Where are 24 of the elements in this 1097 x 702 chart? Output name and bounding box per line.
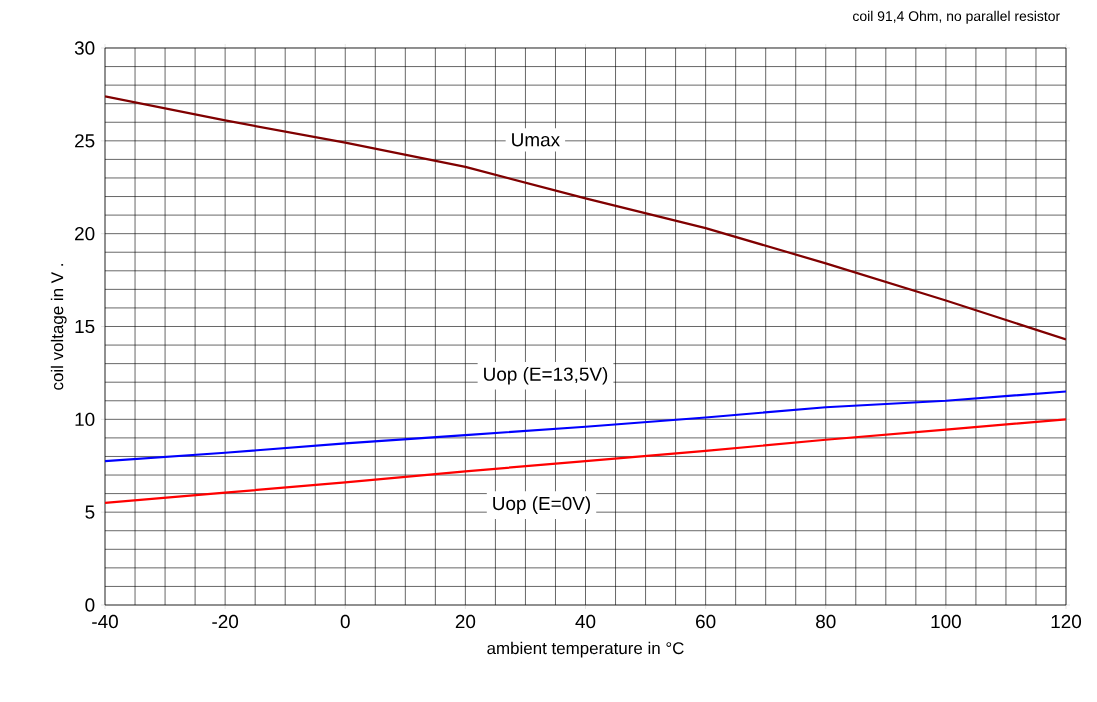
x-axis-title: ambient temperature in °C (487, 641, 684, 658)
x-tick-label: 20 (455, 614, 476, 629)
series-label: Uop (E=0V) (493, 496, 591, 514)
y-tick-label: 25 (75, 134, 95, 148)
x-tick-label: 40 (575, 614, 596, 629)
series-label: Umax (512, 133, 560, 147)
y-tick-label: 15 (75, 319, 95, 334)
line-series (105, 95, 1067, 341)
x-tick-label: 120 (1051, 614, 1082, 629)
text: coil 91,4 Ohm, no parallel resistor (853, 10, 1060, 24)
x-tick-label: 60 (696, 614, 716, 629)
y-tick-label: 20 (75, 226, 95, 241)
y-tick-label: 0 (85, 598, 95, 612)
x-tick-label: 80 (816, 614, 836, 629)
x-tick-label: 0 (340, 614, 350, 629)
x-tick-label: -40 (92, 614, 118, 629)
x-tick-label: 100 (931, 614, 961, 629)
y-tick-label: 30 (74, 41, 95, 55)
y-axis-title: coil voltage in V . (50, 264, 67, 390)
line-series (105, 390, 1067, 463)
y-tick-label: 5 (85, 505, 95, 519)
x-tick-label: -20 (212, 614, 239, 629)
y-tick-label: 10 (75, 412, 95, 427)
text: Uop (E=13,5V) (484, 366, 608, 385)
